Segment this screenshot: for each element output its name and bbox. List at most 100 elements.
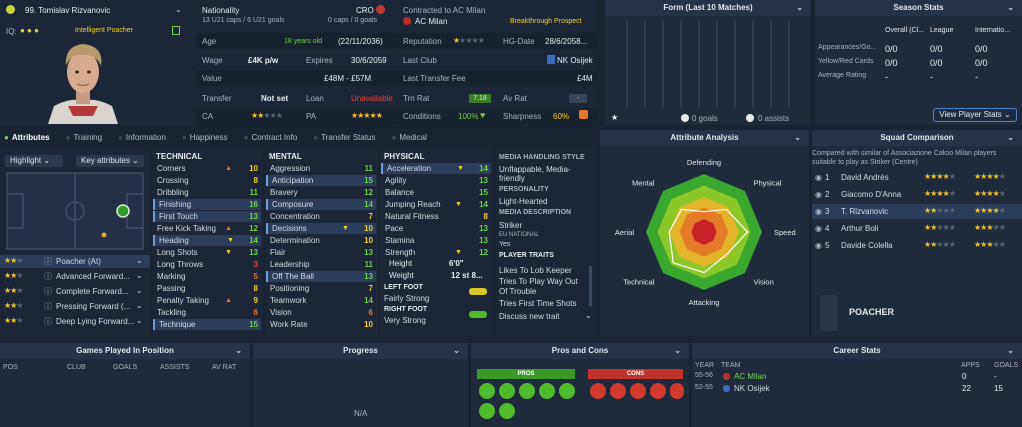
role-info-icon[interactable]: ⓘ — [44, 302, 52, 311]
pro-heading-icon[interactable] — [479, 403, 495, 419]
attribute-row[interactable]: Decisions ▼ 10 — [266, 223, 376, 234]
con-vision-icon[interactable] — [590, 383, 606, 399]
attribute-row[interactable]: Tackling 6 — [153, 307, 261, 318]
attribute-row[interactable]: Flair 13 — [266, 247, 376, 258]
role-row[interactable]: ★★★ ⓘ Poacher (At) ⌄ — [0, 255, 150, 268]
view-player-stats-button[interactable]: View Player Stats ⌄ — [933, 108, 1017, 122]
pro-finishing-icon[interactable] — [479, 383, 495, 399]
games-chevron-icon[interactable]: ⌄ — [235, 346, 242, 355]
attribute-row[interactable]: Passing 8 — [153, 283, 261, 294]
attribute-row[interactable]: Off The Ball 13 — [266, 271, 376, 282]
attribute-row[interactable]: Finishing 16 — [153, 199, 261, 210]
attribute-row[interactable]: Jumping Reach ▼ 14 — [381, 199, 491, 210]
attribute-row[interactable]: Anticipation 15 — [266, 175, 376, 186]
attribute-row[interactable]: Natural Fitness 8 — [381, 211, 491, 222]
pro-star-icon[interactable] — [539, 383, 555, 399]
attribute-row[interactable]: Leadership 11 — [266, 259, 376, 270]
con-positioning-icon[interactable] — [610, 383, 626, 399]
discuss-trait-link[interactable]: Discuss new trait — [499, 312, 560, 321]
squad-pa-stars: ★★★★★ — [974, 206, 1006, 215]
attribute-row[interactable]: Bravery 12 — [266, 187, 376, 198]
role-chevron-icon[interactable]: ⌄ — [136, 271, 143, 280]
role-chevron-icon[interactable]: ⌄ — [136, 286, 143, 295]
squad-chevron-icon[interactable]: ⌄ — [1007, 133, 1014, 142]
career-team[interactable]: AC Milan — [734, 372, 767, 381]
discuss-chevron-icon[interactable]: ⌄ — [585, 311, 592, 320]
pro-anticipation-icon[interactable] — [519, 383, 535, 399]
player-menu-chevron-icon[interactable]: ⌄ — [175, 5, 182, 14]
tab-happiness[interactable]: Happiness — [189, 133, 228, 142]
pro-technique-icon[interactable] — [499, 403, 515, 419]
con-tackling-icon[interactable] — [650, 383, 666, 399]
attribute-trend-down-icon: ▼ — [342, 225, 349, 232]
attribute-row[interactable]: Work Rate 10 — [266, 319, 376, 330]
pros-chevron-icon[interactable]: ⌄ — [674, 346, 681, 355]
attribute-row[interactable]: Agility 13 — [381, 175, 491, 186]
role-row[interactable]: ★★★ ⓘ Pressing Forward (... ⌄ — [0, 300, 150, 313]
squad-row[interactable]: ◉ 5 Davide Colella ★★★★★ ★★★★★ — [812, 238, 1022, 253]
highlight-dropdown[interactable]: Highlight ⌄ — [5, 155, 63, 167]
role-row[interactable]: ★★★ ⓘ Complete Forward... ⌄ — [0, 285, 150, 298]
attribute-row[interactable]: Corners ▲ 10 — [153, 163, 261, 174]
contract-club[interactable]: AC Milan — [415, 17, 448, 26]
attribute-row[interactable]: Technique 15 — [153, 319, 261, 330]
progress-chevron-icon[interactable]: ⌄ — [453, 346, 460, 355]
attribute-trend-up-icon: ▲ — [225, 165, 232, 172]
attribute-row[interactable]: Positioning 7 — [266, 283, 376, 294]
con-concentration-icon[interactable] — [630, 383, 646, 399]
attribute-row[interactable]: Vision 6 — [266, 307, 376, 318]
attribute-row[interactable]: Marking 5 — [153, 271, 261, 282]
attribute-row[interactable]: Determination 10 — [266, 235, 376, 246]
attribute-row[interactable]: First Touch 13 — [153, 211, 261, 222]
attribute-row[interactable]: Teamwork 14 — [266, 295, 376, 306]
squad-row[interactable]: ◉ 4 Arthur Boli ★★★★★ ★★★★★ — [812, 221, 1022, 236]
role-info-icon[interactable]: ⓘ — [44, 272, 52, 281]
tab-information[interactable]: Information — [125, 133, 166, 142]
attribute-value: 12 — [364, 188, 373, 197]
squad-row[interactable]: ◉ 1 David Andrés ★★★★★ ★★★★★ — [812, 170, 1022, 185]
lastclub-value[interactable]: NK Osijek — [557, 56, 593, 65]
attribute-row[interactable]: Pace 13 — [381, 223, 491, 234]
attribute-row[interactable]: Dribbling 11 — [153, 187, 261, 198]
squad-row[interactable]: ◉ 2 Giacomo D'Anna ★★★★★ ★★★★★ — [812, 187, 1022, 202]
role-row[interactable]: ★★★ ⓘ Advanced Forward... ⌄ — [0, 270, 150, 283]
traits-scrollbar[interactable] — [589, 266, 592, 306]
career-chevron-icon[interactable]: ⌄ — [1007, 346, 1014, 355]
attribute-row[interactable]: Crossing 8 — [153, 175, 261, 186]
attribute-row[interactable]: Strength ▼ 12 — [381, 247, 491, 258]
attribute-row[interactable]: Concentration 7 — [266, 211, 376, 222]
role-chevron-icon[interactable]: ⌄ — [136, 301, 143, 310]
season-chevron-icon[interactable]: ⌄ — [1007, 3, 1014, 12]
attribute-value: 14 — [249, 236, 258, 245]
tab-contract-info[interactable]: Contract Info — [251, 133, 298, 142]
pro-composure-icon[interactable] — [499, 383, 515, 399]
form-chevron-icon[interactable]: ⌄ — [796, 3, 803, 12]
attribute-row[interactable]: Stamina 13 — [381, 235, 491, 246]
tab-attributes[interactable]: Attributes — [11, 133, 50, 142]
role-row[interactable]: ★★★ ⓘ Deep Lying Forward... ⌄ — [0, 315, 150, 328]
role-chevron-icon[interactable]: ⌄ — [136, 256, 143, 265]
attribute-row[interactable]: Heading ▼ 14 — [153, 235, 261, 246]
sharpness-icon — [579, 110, 588, 119]
pro-growth-icon[interactable] — [559, 383, 575, 399]
key-attributes-dropdown[interactable]: Key attributes ⌄ — [76, 155, 144, 167]
analysis-chevron-icon[interactable]: ⌄ — [794, 133, 801, 142]
attribute-row[interactable]: Balance 15 — [381, 187, 491, 198]
tab-transfer-status[interactable]: Transfer Status — [321, 133, 376, 142]
attribute-analysis-panel: Attribute Analysis ⌄ Defending Physical Spe… — [600, 130, 809, 336]
role-info-icon[interactable]: ⓘ — [44, 317, 52, 326]
career-team[interactable]: NK Osijek — [734, 384, 770, 393]
attribute-row[interactable]: Long Throws 3 — [153, 259, 261, 270]
role-info-icon[interactable]: ⓘ — [44, 287, 52, 296]
attribute-row[interactable]: Composure 14 — [266, 199, 376, 210]
attribute-row[interactable]: Aggression 11 — [266, 163, 376, 174]
role-chevron-icon[interactable]: ⌄ — [136, 316, 143, 325]
attribute-row[interactable]: Penalty Taking ▲ 9 — [153, 295, 261, 306]
role-info-icon[interactable]: ⓘ — [44, 257, 52, 266]
squad-row[interactable]: ◉ 3 T. Rizvanovic ★★★★★ ★★★★★ — [812, 204, 1022, 219]
attribute-row[interactable]: Free Kick Taking ▲ 12 — [153, 223, 261, 234]
con-marking-icon[interactable] — [670, 383, 684, 399]
tab-training[interactable]: Training — [73, 133, 103, 142]
attribute-row[interactable]: Long Shots ▼ 13 — [153, 247, 261, 258]
attribute-row[interactable]: Acceleration ▼ 14 — [381, 163, 491, 174]
